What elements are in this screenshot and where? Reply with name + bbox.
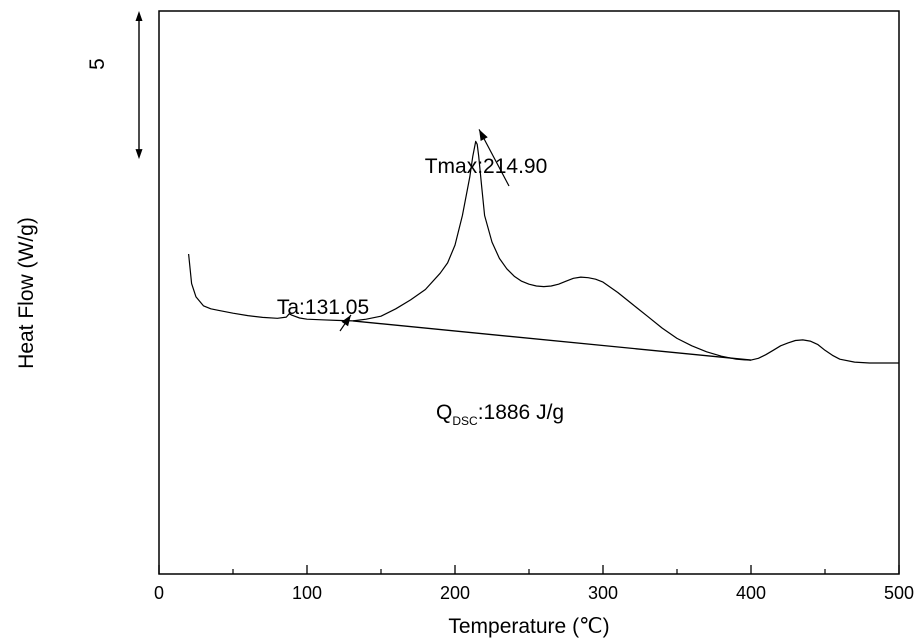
annotation-tmax-arrowhead	[479, 129, 488, 141]
series-group	[188, 140, 899, 364]
annotation-tmax-label: Tmax:214.90	[425, 155, 548, 178]
x-tick-label: 500	[884, 583, 914, 603]
annotation-ta-arrowhead	[341, 314, 351, 327]
annotation-qdsc: QDSC:1886 J/g	[436, 401, 564, 428]
x-tick-label: 200	[440, 583, 470, 603]
annotation-tmax: Tmax:214.90	[425, 129, 548, 187]
heat-flow-curve	[188, 140, 899, 364]
annotation-qdsc-value: :1886 J/g	[478, 401, 564, 424]
scale-bar-arrow-top	[135, 11, 143, 21]
annotation-ta: Ta:131.05	[277, 296, 369, 332]
x-tick-label: 0	[154, 583, 164, 603]
x-axis-tick-labels: 0 100 200 300 400 500	[154, 583, 914, 603]
x-axis-ticks	[158, 565, 900, 574]
annotation-qdsc-main: Q	[436, 401, 452, 424]
plot-frame	[158, 10, 900, 575]
annotation-qdsc-sub: DSC	[452, 414, 478, 428]
scale-bar-arrow-bottom	[135, 149, 143, 160]
y-axis-title: Heat Flow (W/g)	[15, 217, 38, 369]
annotation-ta-label: Ta:131.05	[277, 296, 369, 319]
x-tick-label: 300	[588, 583, 618, 603]
baseline-group	[352, 320, 752, 361]
x-axis-title: Temperature (℃)	[448, 615, 609, 638]
x-tick-label: 400	[736, 583, 766, 603]
scale-bar: 5	[86, 11, 143, 160]
scale-bar-label: 5	[86, 58, 109, 70]
x-tick-label: 100	[292, 583, 322, 603]
integration-baseline	[352, 320, 752, 361]
